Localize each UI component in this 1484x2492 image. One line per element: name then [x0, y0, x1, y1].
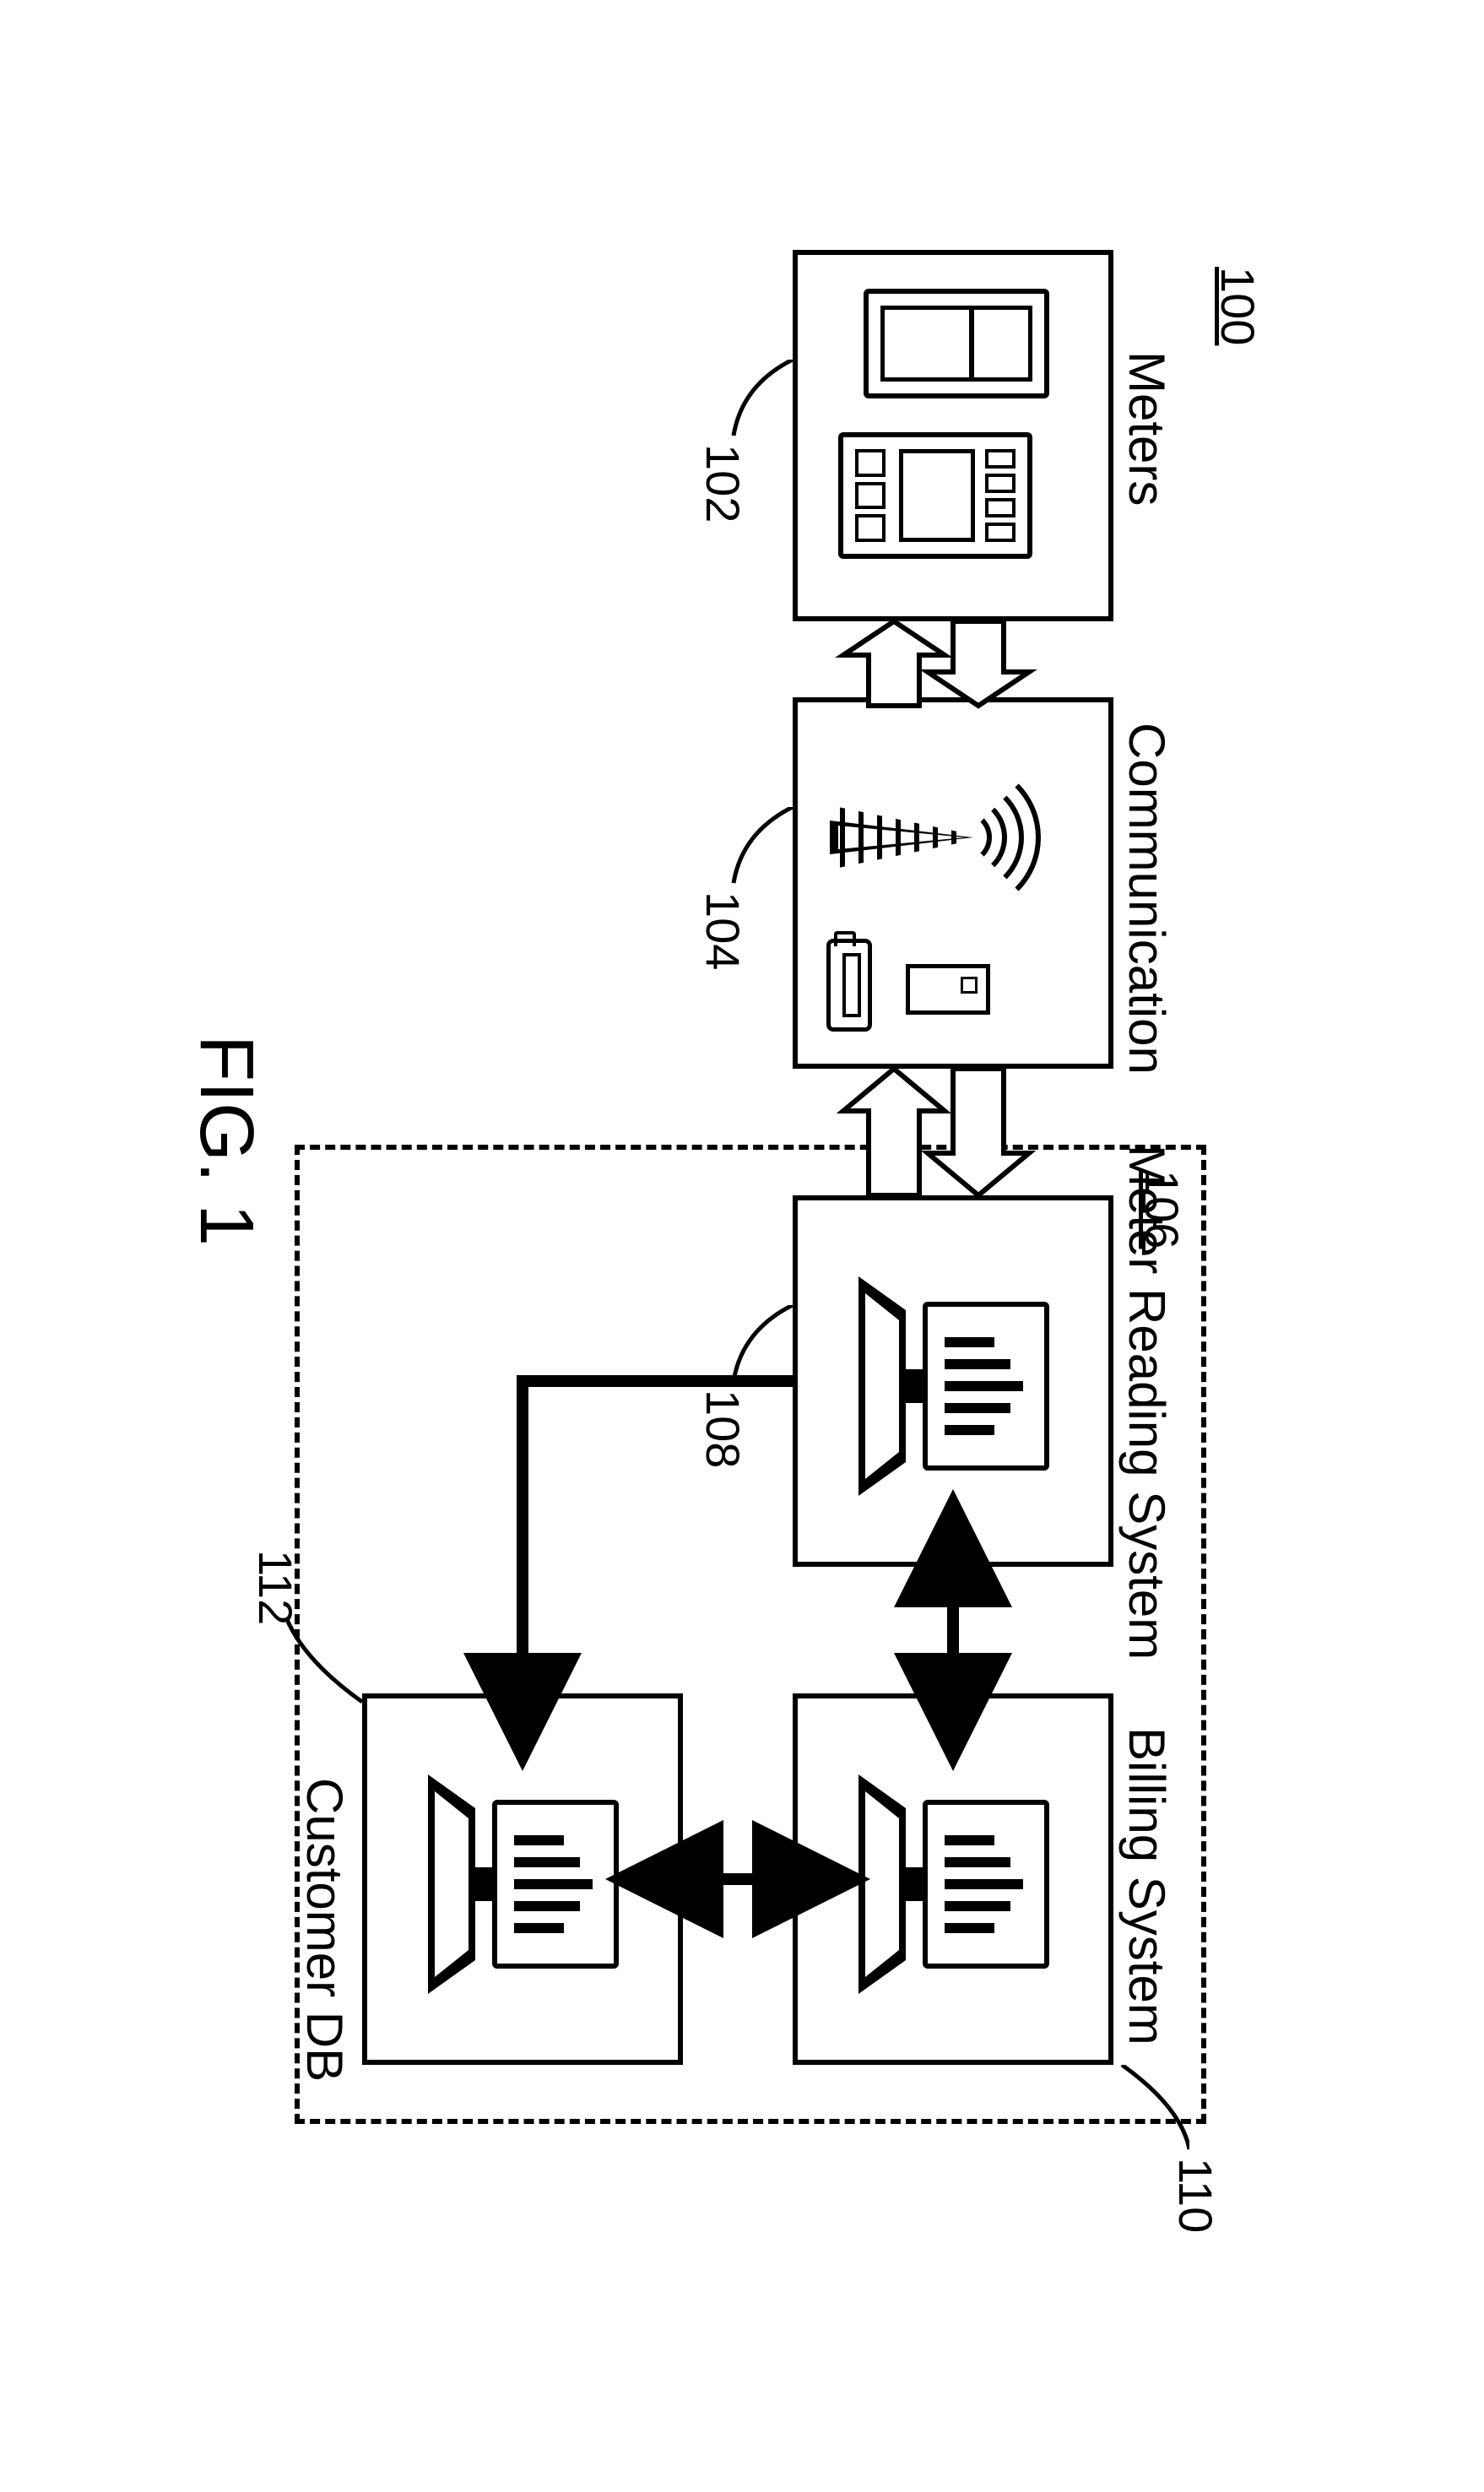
page: 100 106 Meters 102 Communication — [0, 0, 1484, 2492]
connectors — [151, 149, 1333, 2343]
figure-caption: FIG. 1 — [182, 1035, 269, 1246]
rotated-diagram-wrapper: 100 106 Meters 102 Communication — [151, 149, 1333, 2343]
block-diagram: 100 106 Meters 102 Communication — [151, 149, 1333, 2343]
